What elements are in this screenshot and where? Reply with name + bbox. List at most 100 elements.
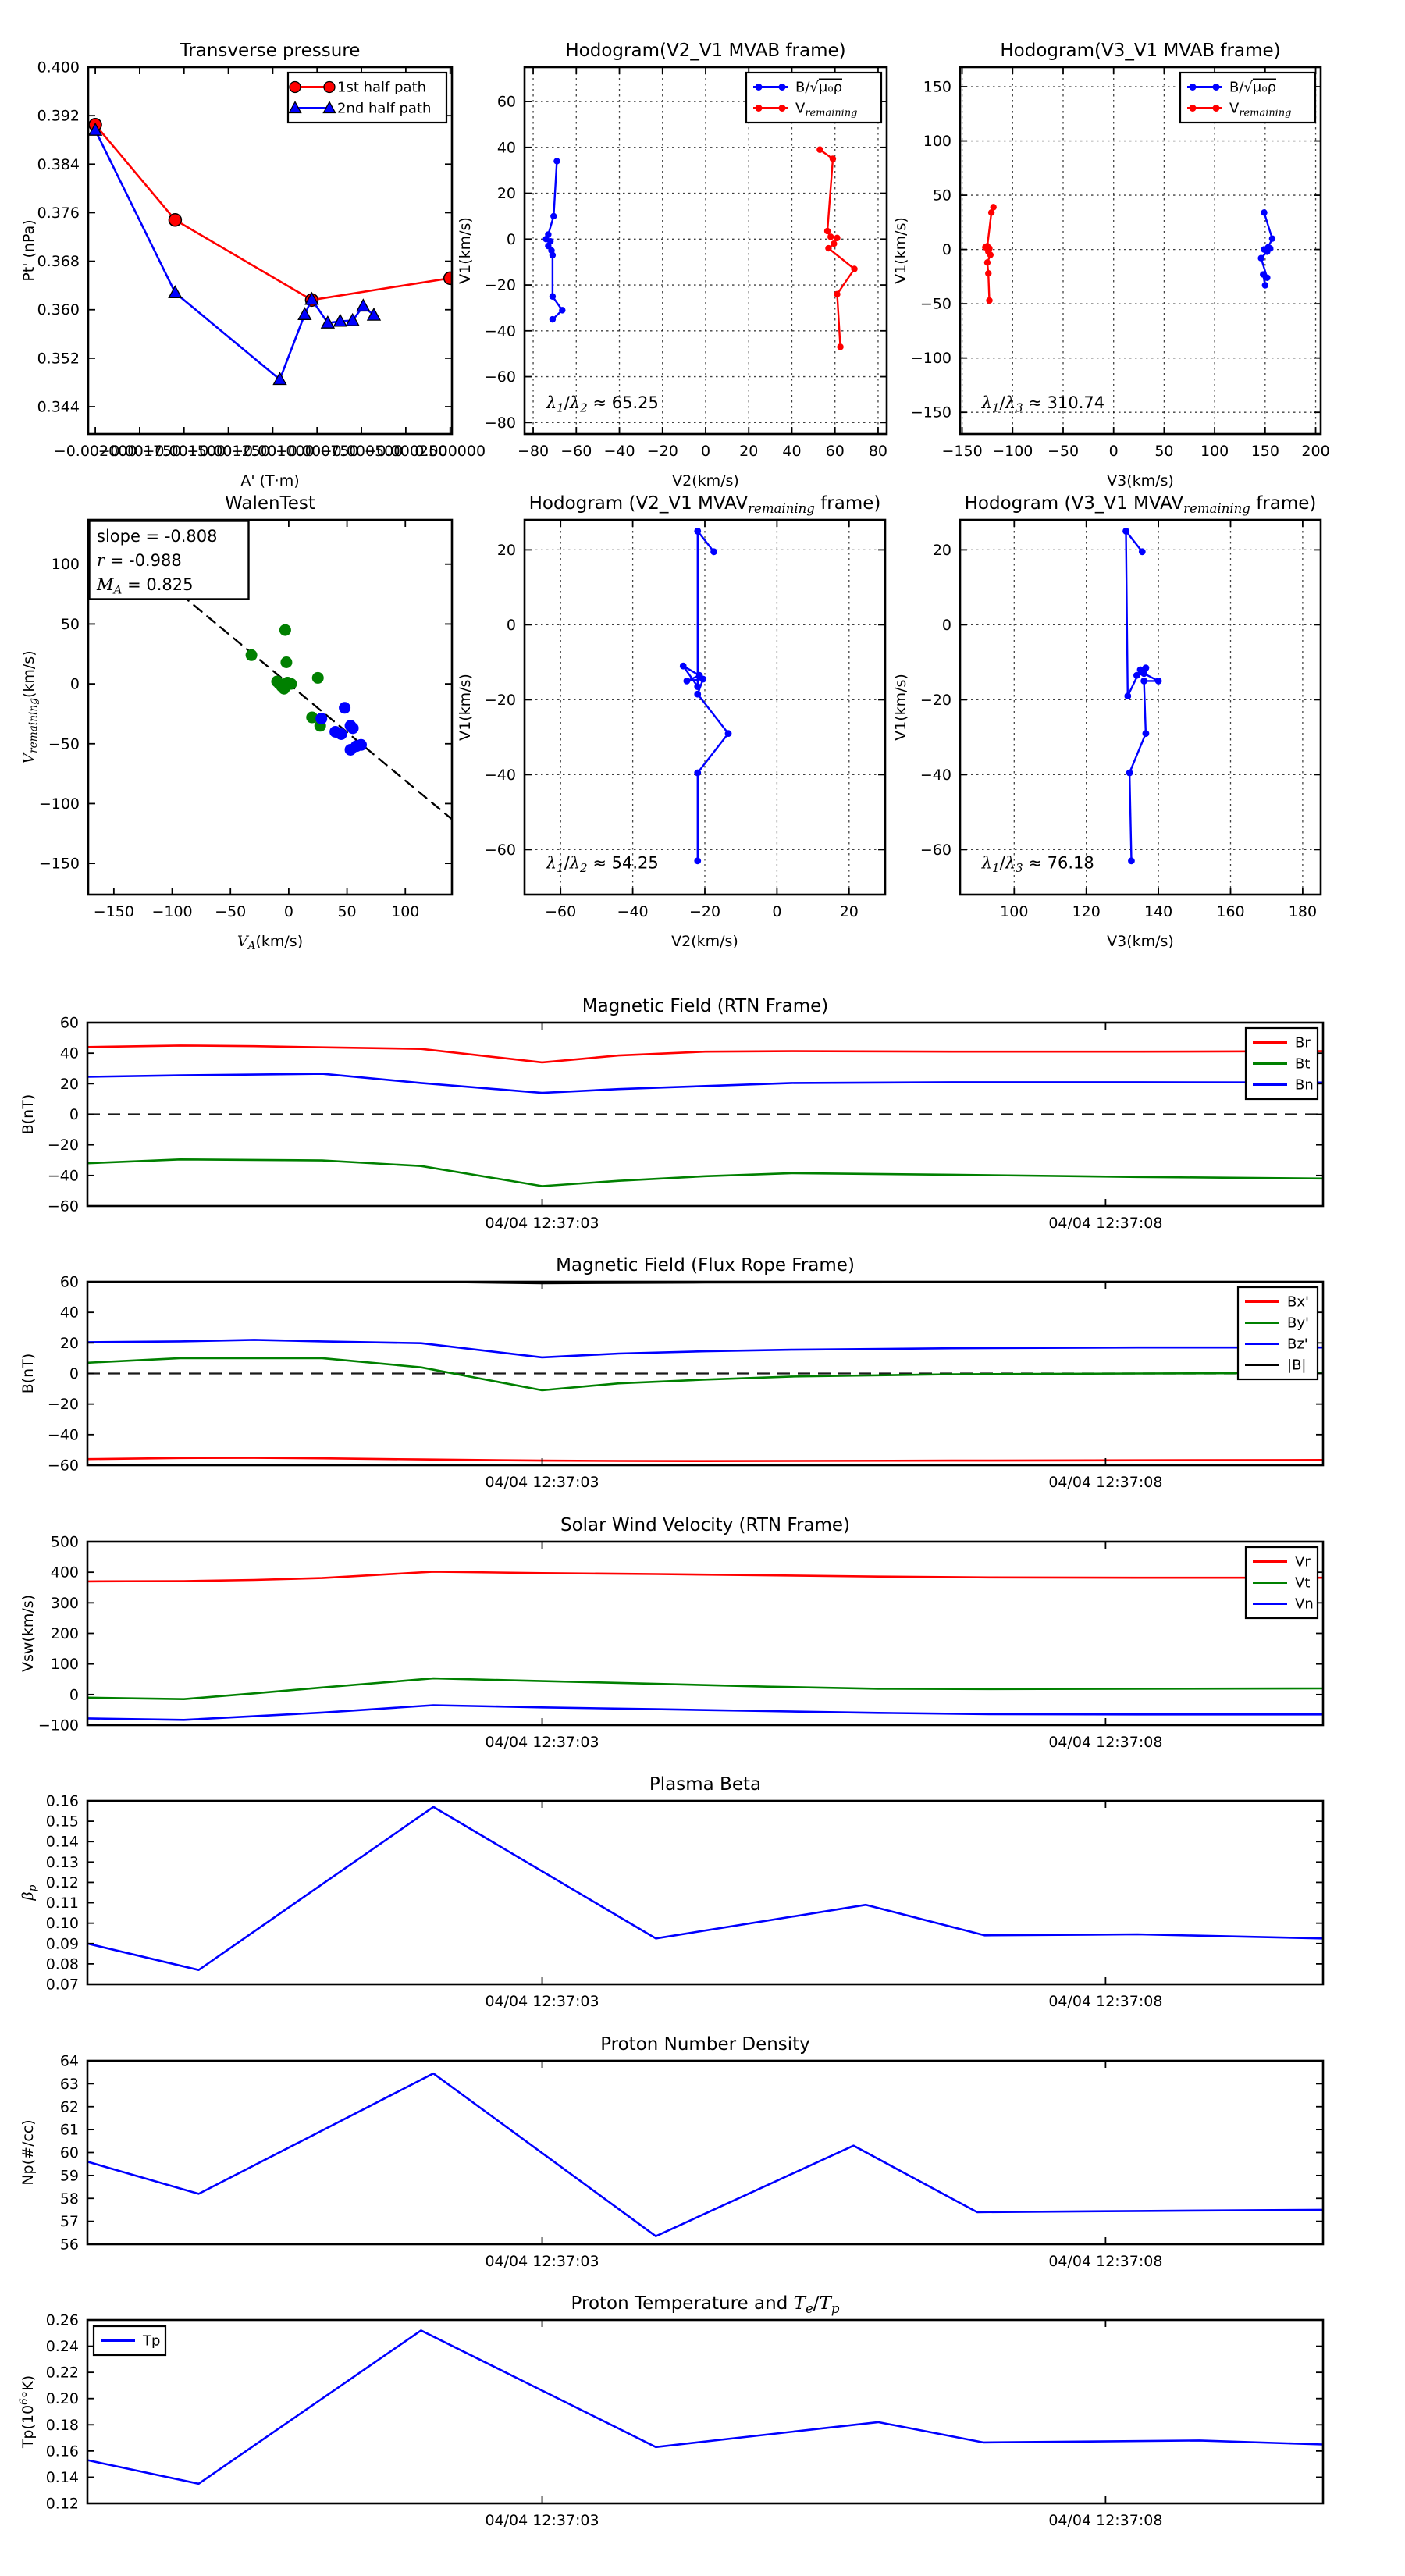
legend-marker	[289, 80, 301, 94]
data-point	[279, 624, 291, 636]
info-box-line: MA = 0.825	[96, 575, 194, 597]
y-tick-label: −80	[485, 415, 516, 432]
series-line-Bt	[87, 1158, 1323, 1187]
y-tick-label: 0.07	[46, 1976, 79, 1994]
y-tick-label: 0.20	[46, 2390, 79, 2407]
legend-label: Bz'	[1287, 1336, 1308, 1353]
data-point	[1122, 528, 1129, 535]
data-point	[990, 204, 997, 211]
y-tick-label: −50	[48, 735, 80, 753]
y-tick-label: 200	[51, 1625, 79, 1642]
y-tick-label: −40	[485, 767, 516, 784]
series-line-Bz-prime	[87, 1339, 1323, 1359]
x-tick-label: 0	[701, 443, 710, 460]
data-point	[245, 649, 258, 661]
y-axis-label: V1(km/s)	[892, 674, 909, 741]
y-axis-label: V1(km/s)	[457, 674, 474, 741]
y-tick-label: −60	[485, 841, 516, 859]
y-tick-label: 20	[933, 542, 951, 559]
y-tick-label: 400	[51, 1564, 79, 1582]
plot-title: Magnetic Field (RTN Frame)	[582, 996, 829, 1016]
legend-box	[286, 71, 448, 124]
y-tick-label: −60	[48, 1198, 79, 1215]
y-tick-label: −100	[38, 1717, 79, 1735]
series-line-V-remaining	[819, 148, 855, 348]
legend-label: Vremaining	[795, 101, 857, 119]
data-point	[304, 291, 319, 305]
series-group	[87, 2329, 1323, 2485]
annotation-text: λ1/λ3 ≈ 310.74	[981, 393, 1104, 415]
series-line-Vn	[87, 1704, 1323, 1721]
data-point	[1257, 254, 1264, 262]
y-tick-label: −20	[48, 1137, 79, 1154]
y-tick-label: −40	[48, 1167, 79, 1184]
data-point	[829, 155, 837, 162]
legend-label: Tp	[142, 2333, 160, 2350]
y-tick-label: 63	[60, 2076, 79, 2093]
plot-background	[87, 1542, 1323, 1725]
series-line-beta-p	[87, 1806, 1323, 1971]
y-tick-label: −20	[485, 277, 516, 294]
data-point	[827, 233, 834, 240]
plot-title: Transverse pressure	[180, 41, 361, 61]
y-tick-label: 0.16	[46, 2443, 79, 2460]
legend-label: Bt	[1295, 1056, 1310, 1073]
y-tick-label: 0.392	[37, 108, 80, 125]
y-tick-label: 50	[61, 616, 80, 633]
series-line-2nd-half-path	[94, 129, 375, 381]
y-tick-label: −50	[920, 296, 951, 313]
data-point	[366, 307, 382, 321]
data-point	[679, 662, 687, 670]
y-tick-label: 0.18	[46, 2417, 79, 2434]
y-tick-label: −40	[48, 1426, 79, 1443]
x-tick-label: 04/04 12:37:03	[485, 1474, 599, 1491]
x-tick-label: 0.000000	[414, 443, 486, 460]
series-group	[88, 118, 452, 386]
plasma-beta-plot: 04/04 12:37:03 04/04 12:37:08 0.16 0.15 0.14…	[20, 1774, 1325, 2010]
data-point	[1154, 678, 1162, 685]
y-tick-label: 0.14	[46, 1834, 79, 1851]
annotation-text: λ1/λ2 ≈ 54.25	[546, 853, 659, 875]
y-tick-label: 0	[942, 617, 951, 634]
x-tick-label: 50	[1154, 443, 1173, 460]
x-tick-label: −20	[689, 903, 720, 920]
x-tick-label: 200	[1301, 443, 1329, 460]
plot-background	[87, 1801, 1323, 1984]
legend-label: Vremaining	[1229, 101, 1291, 119]
x-tick-label: 140	[1144, 903, 1172, 920]
data-point	[987, 251, 994, 258]
data-point	[834, 234, 841, 242]
y-tick-label: 40	[60, 1045, 79, 1062]
y-tick-label: 100	[51, 1656, 79, 1673]
y-tick-label: 0.368	[37, 253, 80, 270]
data-point	[297, 307, 312, 320]
legend-label: Bn	[1295, 1077, 1314, 1094]
legend-box	[745, 71, 883, 124]
data-point	[1140, 678, 1148, 685]
y-tick-label: 50	[933, 187, 951, 205]
x-tick-label: 04/04 12:37:08	[1048, 1474, 1162, 1491]
legend-box	[1179, 71, 1317, 124]
data-point	[834, 290, 841, 298]
y-tick-label: 59	[60, 2167, 79, 2184]
proton-number-density-plot: 04/04 12:37:03 04/04 12:37:08 64 63 62 61 60 59…	[20, 2034, 1325, 2270]
x-tick-label: −0.002000	[54, 443, 137, 460]
x-tick-label: 100	[1200, 443, 1229, 460]
y-tick-label: −40	[920, 767, 951, 784]
series-group	[87, 1571, 1323, 1721]
x-axis-label: V2(km/s)	[672, 472, 739, 489]
plot-background	[87, 2320, 1323, 2503]
y-tick-label: 100	[52, 556, 80, 573]
data-point	[1261, 209, 1268, 216]
y-tick-label: 0.09	[46, 1935, 79, 1952]
data-point	[683, 678, 691, 685]
axes-frame	[86, 1799, 1325, 1986]
walen-test-plot: −150 −100 −50 0 50 100 100 50 0 −50 −100 −150 WalenT…	[20, 493, 454, 952]
legend-marker	[1189, 84, 1197, 91]
data-point	[1142, 730, 1150, 737]
y-tick-label: 0.26	[46, 2312, 79, 2329]
y-tick-label: 0.344	[37, 399, 80, 416]
y-tick-label: 20	[497, 185, 516, 202]
